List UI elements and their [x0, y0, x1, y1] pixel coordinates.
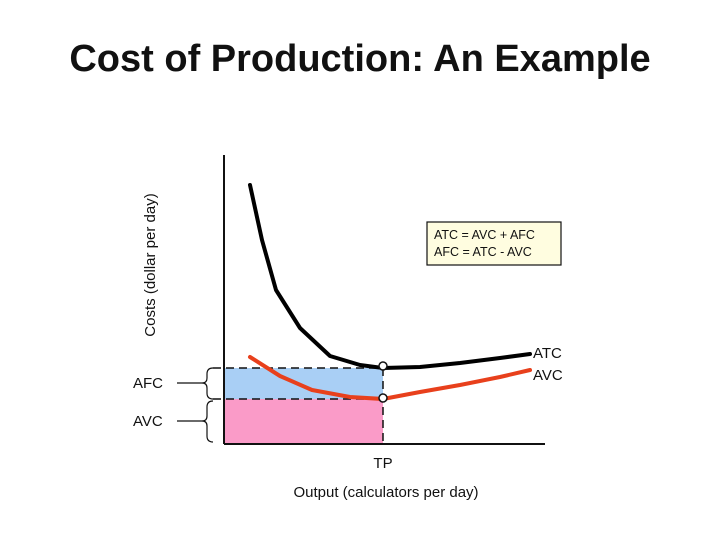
avc-region-label: AVC [133, 413, 163, 430]
atc-min-point [378, 361, 388, 371]
afc-region [224, 368, 383, 399]
avc-curve-label: AVC [533, 367, 563, 384]
x-axis-label: Output (calculators per day) [293, 484, 478, 501]
atc-curve-label: ATC [533, 345, 562, 362]
avc-region [224, 399, 383, 444]
page-title: Cost of Production: An Example [69, 38, 651, 80]
equation-line-2: AFC = ATC - AVC [434, 245, 532, 259]
tp-label: TP [373, 455, 392, 472]
equation-box [426, 221, 562, 266]
atc-curve [248, 183, 532, 370]
avc-min-point [378, 393, 388, 403]
y-axis-label: Costs (dollar per day) [142, 193, 159, 336]
afc-brace [201, 367, 214, 400]
equation-line-1: ATC = AVC + AFC [434, 228, 535, 242]
avc-brace [201, 400, 214, 443]
afc-region-label: AFC [133, 375, 163, 392]
